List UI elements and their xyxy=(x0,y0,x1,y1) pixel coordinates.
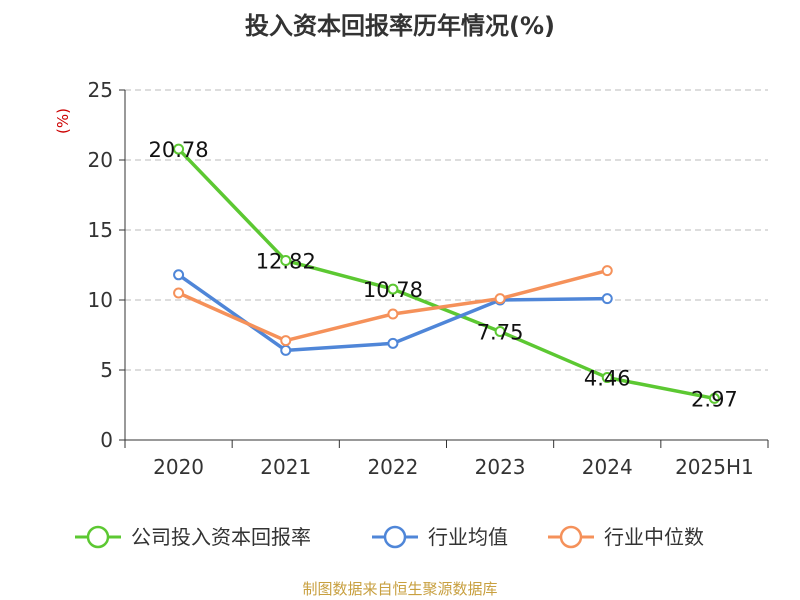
data-point xyxy=(387,337,399,349)
data-source-note: 制图数据来自恒生聚源数据库 xyxy=(302,580,498,598)
y-tick-label: 25 xyxy=(88,78,113,102)
data-labels: 20.78 12.82 10.78 7.75 4.46 2.97 xyxy=(149,138,738,411)
legend-item-0[interactable]: 公司投入资本回报率 xyxy=(75,525,311,549)
data-point xyxy=(173,143,185,155)
data-label: 4.46 xyxy=(584,367,631,391)
data-point xyxy=(601,265,613,277)
legend-label: 公司投入资本回报率 xyxy=(131,525,311,549)
x-tick-label: 2021 xyxy=(260,455,311,479)
data-point xyxy=(601,372,613,384)
y-tick-label: 10 xyxy=(88,288,113,312)
data-point xyxy=(387,283,399,295)
data-point xyxy=(494,293,506,305)
data-label: 2.97 xyxy=(691,387,738,411)
legend[interactable]: 公司投入资本回报率 行业均值 行业中位数 xyxy=(75,525,704,549)
legend-item-1[interactable]: 行业均值 xyxy=(372,525,508,549)
data-label: 20.78 xyxy=(149,138,209,162)
legend-label: 行业中位数 xyxy=(604,525,704,549)
data-point xyxy=(280,344,292,356)
chart-title: 投入资本回报率历年情况(%) xyxy=(245,12,555,40)
x-tick-label: 2025H1 xyxy=(675,455,754,479)
y-tick-label: 15 xyxy=(88,218,113,242)
legend-label: 行业均值 xyxy=(428,525,508,549)
data-point xyxy=(280,335,292,347)
data-point xyxy=(173,287,185,299)
y-tick-label: 20 xyxy=(88,148,113,172)
y-tick-label: 5 xyxy=(100,358,113,382)
legend-marker xyxy=(559,525,583,549)
axes: 0 5 10 15 20 25 2020 2021 2022 2023 2024 2025H1 xyxy=(88,78,769,479)
data-point xyxy=(494,326,506,337)
legend-marker xyxy=(86,525,110,549)
x-tick-label: 2022 xyxy=(367,455,418,479)
legend-item-2[interactable]: 行业中位数 xyxy=(548,525,704,549)
legend-marker xyxy=(383,525,407,549)
y-tick-label: 0 xyxy=(100,428,113,452)
series-group xyxy=(173,143,720,404)
data-label: 12.82 xyxy=(256,250,316,274)
x-tick-label: 2020 xyxy=(153,455,204,479)
x-tick-label: 2024 xyxy=(582,455,633,479)
data-label: 7.75 xyxy=(477,321,524,345)
data-point xyxy=(387,308,399,320)
series-line-0 xyxy=(177,147,715,401)
data-label: 10.78 xyxy=(363,278,423,302)
data-point xyxy=(601,293,613,305)
x-tick-label: 2023 xyxy=(475,455,526,479)
grid-lines xyxy=(125,89,768,371)
data-point xyxy=(708,392,720,404)
data-point xyxy=(280,255,292,267)
data-point xyxy=(173,269,185,281)
